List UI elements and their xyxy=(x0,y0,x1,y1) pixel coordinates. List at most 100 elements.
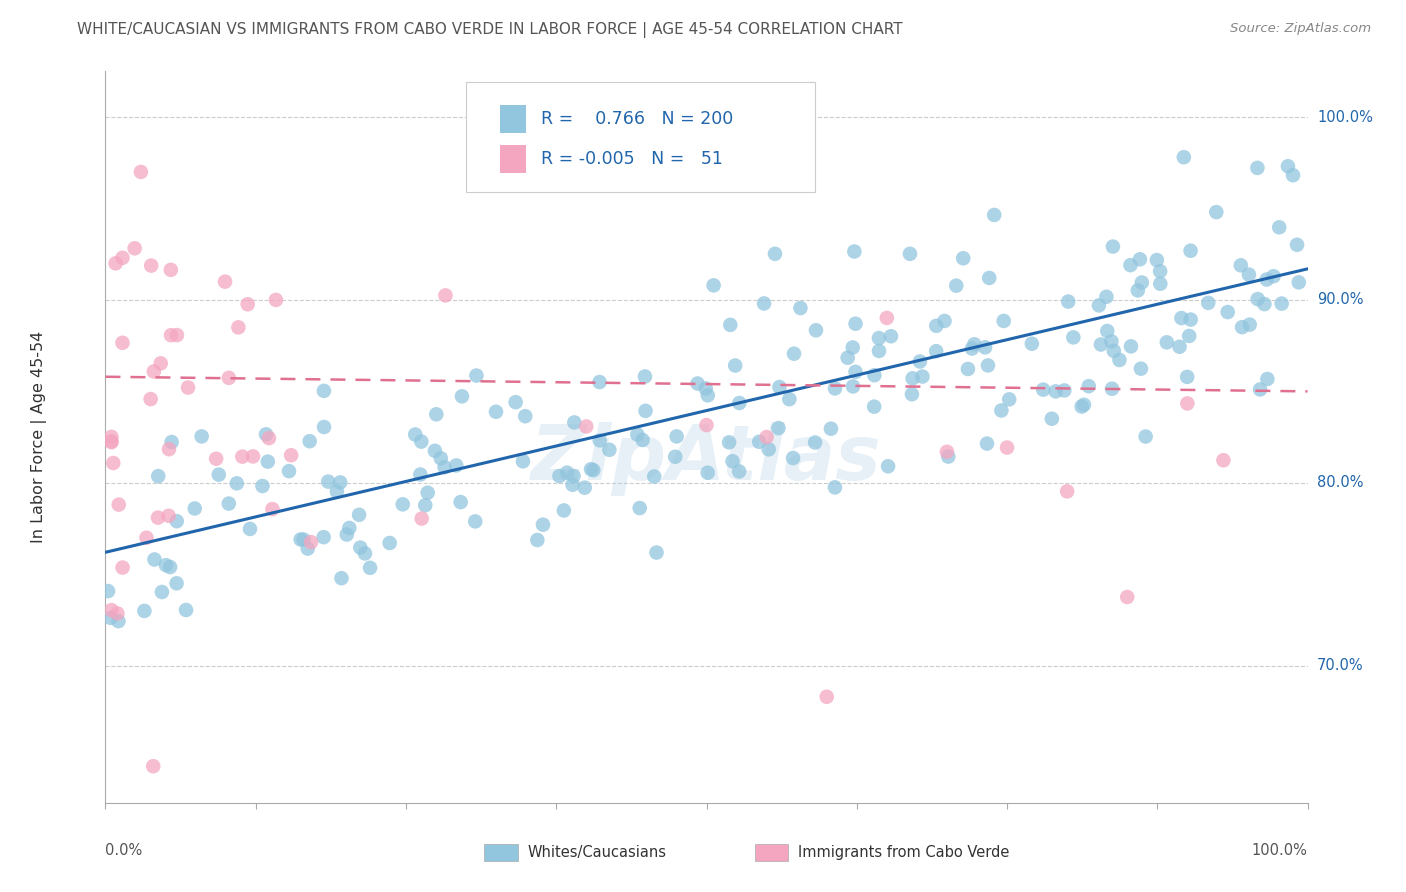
Point xyxy=(100,435,122,450)
Point xyxy=(1073,398,1095,412)
Point xyxy=(347,508,370,522)
Point xyxy=(1212,453,1234,467)
Point xyxy=(1288,276,1310,290)
Point xyxy=(409,467,432,482)
Point xyxy=(257,431,280,445)
Point xyxy=(1053,384,1076,398)
Point xyxy=(1286,237,1309,252)
Text: ZipAtlas: ZipAtlas xyxy=(531,422,882,496)
Point xyxy=(103,456,125,470)
Point xyxy=(841,341,863,355)
Point xyxy=(1056,484,1078,499)
Point xyxy=(1256,372,1278,386)
Point xyxy=(190,429,212,443)
Point xyxy=(1168,340,1191,354)
Point xyxy=(218,371,240,385)
Point xyxy=(451,389,474,403)
Point xyxy=(626,427,648,442)
Point xyxy=(97,584,120,599)
Point xyxy=(434,288,457,302)
Point xyxy=(326,484,349,499)
Point xyxy=(844,365,866,379)
Point xyxy=(665,429,688,443)
Point xyxy=(588,375,610,389)
Point xyxy=(148,469,170,483)
Point xyxy=(391,497,413,511)
Point xyxy=(166,576,188,591)
Point xyxy=(993,314,1015,328)
Text: 100.0%: 100.0% xyxy=(1317,110,1374,125)
Point xyxy=(995,441,1018,455)
Point xyxy=(752,296,775,310)
Point xyxy=(1146,253,1168,268)
Point xyxy=(1129,252,1152,267)
FancyBboxPatch shape xyxy=(499,145,526,173)
Point xyxy=(1247,292,1270,306)
Point xyxy=(877,459,900,474)
Point xyxy=(844,244,866,259)
Point xyxy=(505,395,527,409)
Point xyxy=(925,344,948,359)
Point xyxy=(876,310,898,325)
Point xyxy=(1170,311,1192,326)
Point xyxy=(1108,353,1130,368)
Text: Whites/Caucasians: Whites/Caucasians xyxy=(527,845,666,860)
Point xyxy=(1175,370,1198,384)
Point xyxy=(159,263,181,277)
Point xyxy=(1277,159,1299,173)
Point xyxy=(844,317,866,331)
Point xyxy=(139,392,162,406)
Point xyxy=(218,497,240,511)
Point xyxy=(631,433,654,447)
Point xyxy=(1149,264,1171,278)
Text: 100.0%: 100.0% xyxy=(1251,843,1308,858)
Point xyxy=(104,256,127,270)
Point xyxy=(239,522,262,536)
Point xyxy=(553,503,575,517)
Point xyxy=(177,380,200,394)
Text: 90.0%: 90.0% xyxy=(1317,293,1364,308)
Point xyxy=(423,443,446,458)
Point xyxy=(1129,361,1152,376)
Point xyxy=(945,278,967,293)
Point xyxy=(337,521,360,535)
Point xyxy=(1149,277,1171,291)
Point xyxy=(349,541,371,555)
Point xyxy=(562,469,585,483)
Point xyxy=(129,165,152,179)
Point xyxy=(225,476,247,491)
Point xyxy=(150,585,173,599)
Point xyxy=(446,458,468,473)
Text: 0.0%: 0.0% xyxy=(105,843,142,858)
Point xyxy=(205,451,228,466)
Point xyxy=(329,475,352,490)
Point xyxy=(837,351,859,365)
Point xyxy=(526,533,548,547)
Point xyxy=(264,293,287,307)
Point xyxy=(134,604,156,618)
Point xyxy=(763,247,786,261)
Point xyxy=(1268,220,1291,235)
Point xyxy=(778,392,800,407)
Point xyxy=(1230,320,1253,334)
Point xyxy=(155,558,177,573)
Point xyxy=(1102,239,1125,253)
Point xyxy=(956,362,979,376)
Point xyxy=(242,450,264,464)
Point xyxy=(312,420,335,434)
Point xyxy=(634,404,657,418)
Point xyxy=(1256,272,1278,286)
Point xyxy=(354,546,377,560)
Point xyxy=(783,347,806,361)
Point xyxy=(142,759,165,773)
Point xyxy=(425,407,447,421)
Point xyxy=(789,301,811,315)
Point xyxy=(135,531,157,545)
Text: In Labor Force | Age 45-54: In Labor Force | Age 45-54 xyxy=(31,331,48,543)
Point xyxy=(1101,382,1123,396)
Point xyxy=(901,371,924,385)
Point xyxy=(411,434,433,449)
Point xyxy=(628,501,651,516)
Point xyxy=(146,510,169,524)
Point xyxy=(815,690,838,704)
